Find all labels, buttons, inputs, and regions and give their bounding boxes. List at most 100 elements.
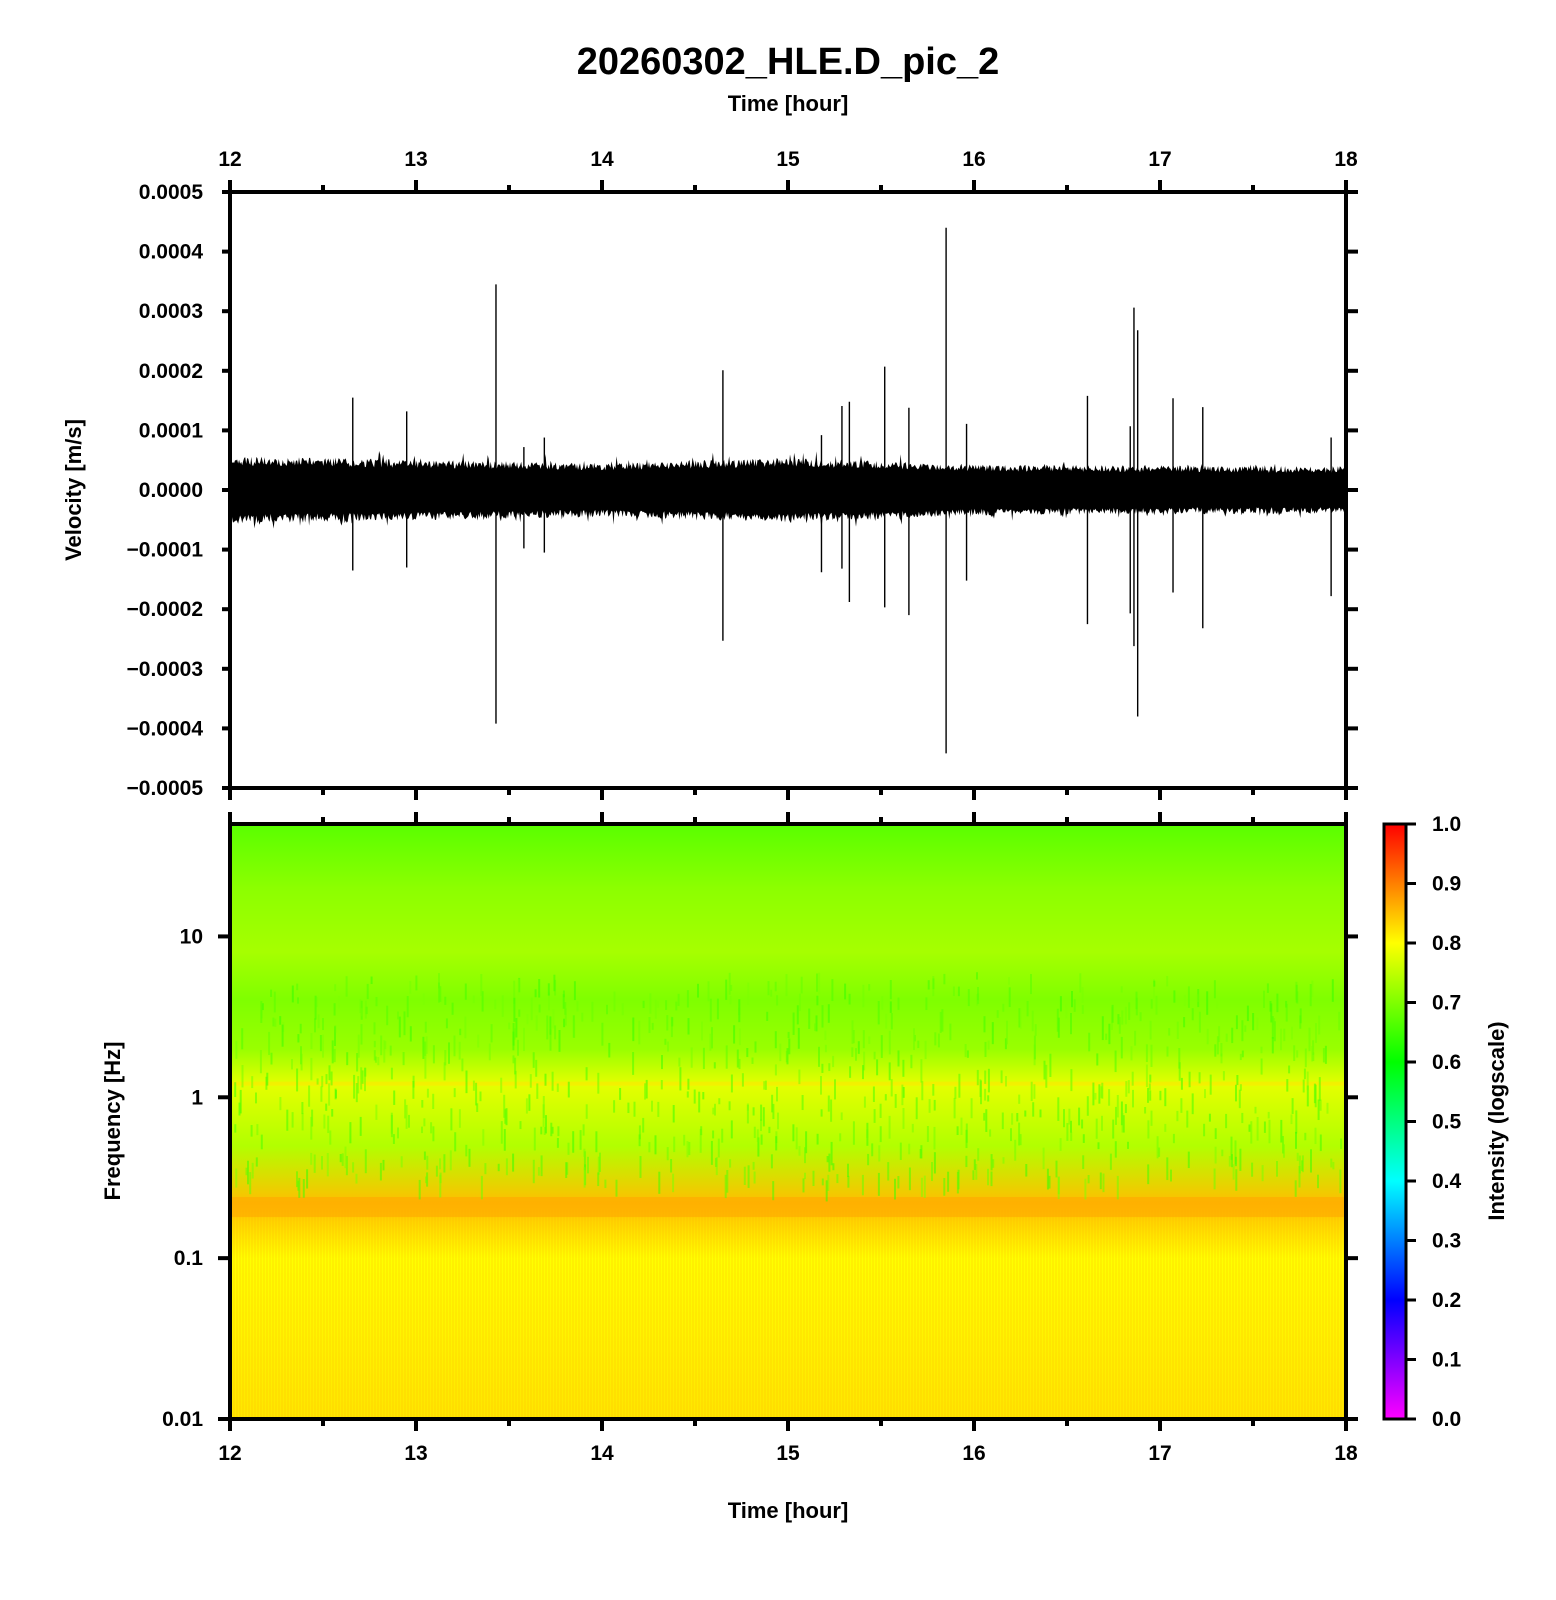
- spectrogram-speckle: [1117, 1014, 1120, 1025]
- spectrogram-speckle: [1130, 1046, 1133, 1061]
- spectrogram-speckle: [261, 1003, 264, 1011]
- spectrogram-speckle: [1158, 1147, 1161, 1157]
- spectrogram-speckle: [421, 1126, 423, 1134]
- spectrogram-speckle: [911, 1123, 914, 1133]
- spectrogram-speckle: [472, 1080, 475, 1091]
- spectrogram-speckle: [648, 1142, 651, 1153]
- spectrogram-speckle: [1125, 1081, 1128, 1097]
- spectrogram-speckle: [549, 1016, 552, 1035]
- spectrogram-speckle: [355, 1173, 358, 1184]
- spectrogram-speckle: [879, 1103, 882, 1118]
- spectrogram-speckle: [538, 1004, 541, 1013]
- spectrogram-speckle: [762, 1107, 765, 1127]
- spectrogram-speckle: [804, 1172, 806, 1180]
- spectrogram-speckle: [847, 1175, 850, 1188]
- spectrogram-speckle: [301, 1113, 304, 1131]
- spectrogram-speckle: [1299, 1008, 1302, 1024]
- spectrogram-speckle: [987, 1095, 990, 1102]
- spectrogram-speckle: [454, 1132, 457, 1152]
- spectrogram-speckle: [852, 1121, 855, 1145]
- spectrogram-speckle: [849, 1066, 852, 1078]
- spectrogram-speckle: [832, 1163, 835, 1171]
- spectrogram-speckle: [673, 1136, 676, 1153]
- spectrogram-speckle: [751, 1057, 754, 1064]
- spectrogram-speckle: [480, 974, 483, 996]
- spectrogram-speckle: [398, 1016, 401, 1038]
- spectrogram-speckle: [306, 1169, 309, 1189]
- spectrogram-speckle: [1214, 1146, 1217, 1164]
- spectrogram-speckle: [1214, 1128, 1217, 1140]
- spectrogram-speckle: [1166, 1046, 1169, 1057]
- spectrogram-y-tick-label: 0.01: [162, 1408, 203, 1431]
- spectrogram-speckle: [964, 1044, 967, 1058]
- spectrogram-speckle: [1252, 1013, 1255, 1031]
- spectrogram-speckle: [933, 1099, 936, 1111]
- spectrogram-speckle: [881, 996, 884, 1010]
- spectrogram-speckle: [389, 1045, 392, 1056]
- spectrogram-speckle: [1101, 1115, 1103, 1131]
- spectrogram-speckle: [884, 1094, 887, 1101]
- spectrogram-speckle: [432, 1045, 435, 1064]
- spectrogram-speckle: [1332, 1161, 1335, 1170]
- spectrogram-speckle: [651, 1100, 653, 1112]
- spectrogram-speckle: [1339, 1169, 1342, 1194]
- spectrogram-speckle: [808, 1008, 811, 1029]
- spectrogram-speckle: [899, 1142, 902, 1160]
- spectrogram-speckle: [297, 1034, 300, 1043]
- spectrogram-speckle: [976, 972, 978, 980]
- spectrogram-speckle: [1105, 1033, 1108, 1040]
- spectrogram-speckle: [475, 1082, 478, 1106]
- spectrogram-speckle: [1045, 1064, 1048, 1088]
- spectrogram-speckle: [972, 1170, 975, 1180]
- spectrogram-speckle: [1030, 1081, 1033, 1102]
- spectrogram-speckle: [597, 1172, 600, 1187]
- spectrogram-speckle: [1122, 1115, 1125, 1133]
- spectrogram-speckle: [364, 1067, 367, 1077]
- spectrogram-x-tick-label: 12: [218, 1442, 241, 1465]
- spectrogram-speckle: [1155, 995, 1158, 1015]
- spectrogram-speckle: [359, 999, 362, 1014]
- spectrogram-speckle: [796, 1005, 799, 1025]
- spectrogram-speckle: [818, 1046, 820, 1067]
- spectrogram-speckle: [366, 983, 369, 1000]
- spectrogram-speckle: [409, 1026, 412, 1042]
- spectrogram-speckle: [1266, 983, 1269, 993]
- spectrogram-speckle: [361, 1070, 364, 1084]
- spectrogram-speckle: [967, 989, 970, 1007]
- spectrogram-speckle: [415, 975, 418, 991]
- spectrogram-speckle: [642, 1000, 645, 1009]
- spectrogram-speckle: [331, 1040, 334, 1064]
- spectrogram-speckle: [260, 1001, 263, 1023]
- spectrogram-speckle: [464, 983, 467, 1000]
- spectrogram-speckle: [597, 1156, 600, 1175]
- spectrogram-speckle: [1198, 1011, 1201, 1033]
- spectrogram-speckle: [298, 1177, 301, 1198]
- spectrogram-speckle: [932, 978, 935, 990]
- spectrogram-speckle: [439, 1174, 442, 1198]
- top-x-axis-label: Time [hour]: [728, 91, 849, 116]
- spectrogram-speckle: [757, 1137, 760, 1157]
- spectrogram-speckle: [1150, 1044, 1153, 1067]
- spectrogram-speckle: [1030, 974, 1032, 995]
- spectrogram-speckle: [1319, 1099, 1322, 1111]
- spectrogram-speckle: [438, 973, 440, 989]
- spectrogram-speckle: [1206, 991, 1209, 1015]
- spectrogram-speckle: [1234, 1156, 1237, 1167]
- spectrogram-speckle: [956, 1126, 959, 1136]
- spectrogram-speckle: [360, 1008, 363, 1017]
- spectrogram-band-1-2hz: [230, 1081, 1346, 1086]
- spectrogram-speckle: [1095, 1118, 1098, 1139]
- spectrogram-speckle: [353, 1074, 356, 1099]
- spectrogram-speckle: [902, 1087, 905, 1098]
- spectrogram-speckle: [1109, 1153, 1112, 1170]
- spectrogram-speckle: [484, 1163, 487, 1175]
- spectrogram-speckle: [814, 1023, 817, 1032]
- spectrogram-speckle: [1024, 1110, 1027, 1117]
- spectrogram-speckle: [952, 986, 955, 997]
- colorbar-ticks: 1.0 0.9 0.8 0.7 0.6 0.5 0.4 0.3 0.2 0.1 0.0: [1406, 813, 1462, 1431]
- spectrogram-speckle: [953, 1097, 956, 1119]
- spectrogram-speckle: [255, 1092, 257, 1104]
- spectrogram-speckle: [1084, 1178, 1087, 1200]
- spectrogram-speckle: [1031, 1010, 1034, 1032]
- spectrogram-speckle: [572, 1131, 575, 1153]
